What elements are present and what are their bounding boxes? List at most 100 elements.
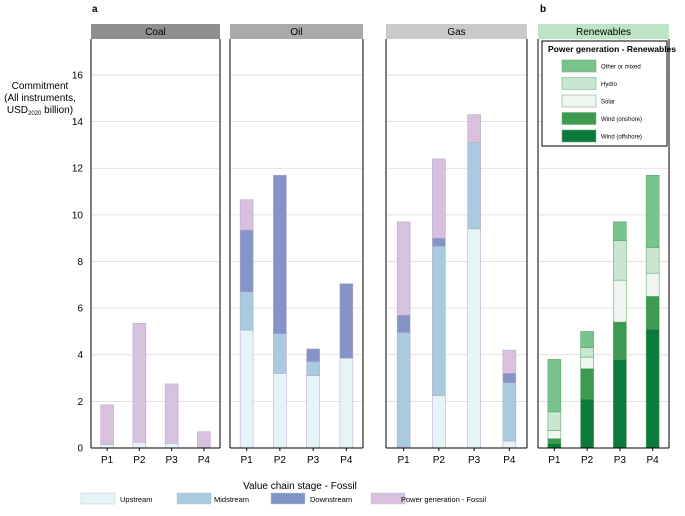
y-tick-labels: 0 2 4 6 8 10 12 14 16: [72, 70, 84, 454]
y-tick-label: 14: [72, 117, 84, 128]
legend-label-power-generation-fossil: Power generation - Fossil: [401, 495, 486, 504]
bar-coal-p3-upstream: [164, 443, 179, 449]
y-tick-label: 2: [77, 397, 83, 408]
bar-coal-p1-upstream: [100, 444, 114, 449]
legend-swatch-wind-onshore: [561, 112, 597, 125]
y-tick-label: 12: [72, 164, 84, 175]
legend-label-upstream: Upstream: [120, 495, 153, 504]
x-tick-label-gas-p4: P4: [503, 455, 516, 466]
y-label-suffix: billion): [41, 105, 73, 116]
panel-title-renewables: Renewables: [576, 27, 631, 38]
bar-coal-p4-power-generation-fossil: [197, 431, 211, 449]
bar-renewables-p1-solar: [547, 430, 562, 439]
bar-renewables-p3-hydro: [613, 240, 627, 281]
x-tick-label-oil-p1: P1: [241, 455, 254, 466]
x-tick-label-renewables-p1: P1: [548, 455, 561, 466]
legend-label-wind-offshore: Wind (offshore): [601, 135, 642, 141]
x-tick-label-oil-p4: P4: [340, 455, 353, 466]
legend-label-hydro: Hydro: [601, 82, 618, 88]
bar-renewables-p4-other-or-mixed: [645, 174, 660, 248]
bar-renewables-p3-wind-onshore: [613, 321, 627, 360]
bar-gas-p2-power-generation-fossil: [432, 158, 446, 239]
legend-renewables-box: [541, 40, 668, 147]
bar-gas-p4-power-generation-fossil: [502, 349, 517, 374]
x-tick-label-coal-p3: P3: [166, 455, 179, 466]
bar-gas-p4-downstream: [502, 373, 517, 383]
panel-header-renewables: [538, 24, 669, 39]
bar-renewables-p4-wind-offshore: [645, 328, 660, 449]
bar-oil-p3-upstream: [306, 375, 320, 449]
bar-renewables-p4-hydro: [645, 247, 660, 274]
legend-swatch-power-generation-fossil: [370, 492, 406, 505]
bar-renewables-p1-other-or-mixed: [547, 359, 562, 413]
panel-title-oil: Oil: [290, 27, 302, 38]
legend-label-downstream: Downstream: [310, 495, 352, 504]
bar-gas-p2-downstream: [432, 237, 446, 247]
bars: [100, 114, 660, 449]
bar-oil-p1-power-generation-fossil: [239, 199, 254, 231]
y-label-line3: USD2020 billion): [7, 105, 73, 117]
legend-label-solar: Solar: [601, 100, 615, 106]
legend-label-midstream: Midstream: [214, 495, 249, 504]
bar-oil-p1-downstream: [239, 229, 254, 293]
bar-gas-p3-power-generation-fossil: [467, 114, 481, 143]
bar-renewables-p2-hydro: [580, 347, 594, 358]
bar-renewables-p2-wind-onshore: [580, 368, 594, 400]
legend-swatch-other-or-mixed: [561, 59, 597, 73]
legend-swatch-solar: [561, 94, 597, 108]
bar-renewables-p4-solar: [645, 272, 660, 297]
y-tick-label: 6: [77, 304, 83, 315]
bar-renewables-p2-wind-offshore: [580, 398, 594, 449]
y-axis-label: Commitment (All instruments, USD2020 bil…: [4, 81, 76, 117]
bar-coal-p1-power-generation-fossil: [100, 404, 114, 445]
x-tick-label-gas-p2: P2: [433, 455, 446, 466]
bar-coal-p3-power-generation-fossil: [164, 383, 179, 444]
y-label-unit: USD: [7, 105, 28, 116]
y-tick-label: 0: [77, 444, 83, 455]
legend-renewables: Power generation - Renewables Other or m…: [541, 40, 676, 147]
bar-oil-p2-midstream: [273, 333, 287, 374]
bar-oil-p1-midstream: [239, 291, 254, 331]
panel-letter-b: b: [540, 4, 546, 15]
bar-renewables-p4-wind-onshore: [645, 296, 660, 330]
legend-fossil-title: Value chain stage - Fossil: [243, 481, 357, 492]
bar-oil-p4-upstream: [339, 357, 354, 449]
bar-renewables-p1-wind-onshore: [547, 438, 562, 444]
bar-oil-p3-downstream: [306, 348, 320, 362]
bar-oil-p1-upstream: [239, 330, 254, 449]
legend-swatch-hydro: [561, 77, 597, 90]
bar-gas-p2-upstream: [432, 395, 446, 449]
panel-letter-a: a: [92, 4, 98, 15]
x-tick-label-coal-p4: P4: [198, 455, 211, 466]
y-tick-label: 8: [77, 257, 83, 268]
bar-renewables-p1-wind-offshore: [547, 443, 562, 449]
panel-header-oil: [230, 24, 363, 39]
bar-renewables-p3-wind-offshore: [613, 359, 627, 449]
bar-renewables-p3-solar: [613, 279, 627, 323]
legend-swatch-wind-offshore: [561, 129, 597, 143]
bar-renewables-p2-other-or-mixed: [580, 331, 594, 348]
legend-fossil: Value chain stage - Fossil Upstream Midst…: [80, 481, 486, 505]
x-tick-label-renewables-p2: P2: [581, 455, 594, 466]
panel-frames: [90, 39, 670, 451]
panel-header-coal: [91, 24, 220, 39]
bar-gas-p1-midstream: [396, 332, 411, 448]
bar-oil-p2-downstream: [273, 174, 287, 335]
bar-coal-p2-upstream: [132, 441, 147, 449]
bar-gas-p3-upstream: [467, 228, 481, 449]
x-tick-label-oil-p3: P3: [307, 455, 320, 466]
y-tick-label: 4: [77, 350, 83, 361]
bar-oil-p4-downstream: [339, 283, 354, 359]
bar-gas-p1-power-generation-fossil: [396, 221, 411, 316]
bar-gas-p3-midstream: [467, 142, 481, 230]
bar-oil-p2-upstream: [273, 373, 287, 449]
panel-header-gas: [386, 24, 527, 39]
y-label-line1: Commitment: [12, 81, 69, 92]
panel-title-gas: Gas: [447, 27, 465, 38]
bar-gas-p4-upstream: [502, 440, 517, 449]
legend-renewables-title: Power generation - Renewables: [548, 44, 676, 54]
y-label-line2: (All instruments,: [4, 93, 76, 104]
x-tick-label-oil-p2: P2: [274, 455, 287, 466]
y-tick-label: 10: [72, 210, 84, 221]
